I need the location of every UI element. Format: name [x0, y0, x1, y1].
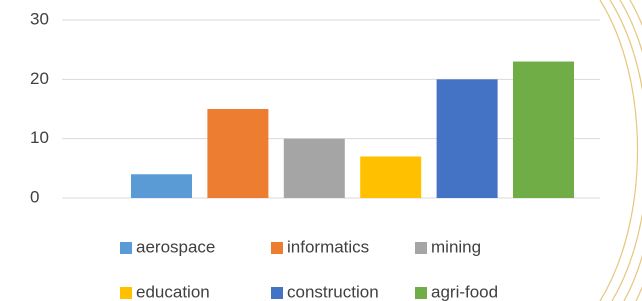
legend-label: agri-food — [431, 282, 498, 301]
bar — [437, 79, 498, 198]
legend-swatch — [415, 287, 427, 299]
bar — [284, 139, 345, 198]
bar — [207, 109, 268, 198]
y-tick-label: 20 — [30, 69, 49, 88]
legend-swatch — [415, 242, 427, 254]
legend-label: aerospace — [136, 237, 215, 256]
legend-swatch — [271, 242, 283, 254]
y-tick-label: 0 — [30, 187, 39, 206]
legend-swatch — [271, 287, 283, 299]
bar — [360, 156, 421, 198]
legend-label: mining — [431, 237, 481, 256]
legend-swatch — [120, 287, 132, 299]
legend-swatch — [120, 242, 132, 254]
bar — [131, 174, 192, 198]
y-tick-label: 30 — [30, 9, 49, 28]
page: {"chart_data": {"type": "bar", "series":… — [0, 0, 642, 301]
chart: 0 10 20 30 aerospace informatics mining educati… — [0, 0, 642, 301]
y-tick-label: 10 — [30, 128, 49, 147]
decoration — [600, 0, 642, 301]
legend-label: construction — [287, 282, 379, 301]
bar — [513, 62, 574, 198]
legend-label: education — [136, 282, 210, 301]
legend-label: informatics — [287, 237, 369, 256]
